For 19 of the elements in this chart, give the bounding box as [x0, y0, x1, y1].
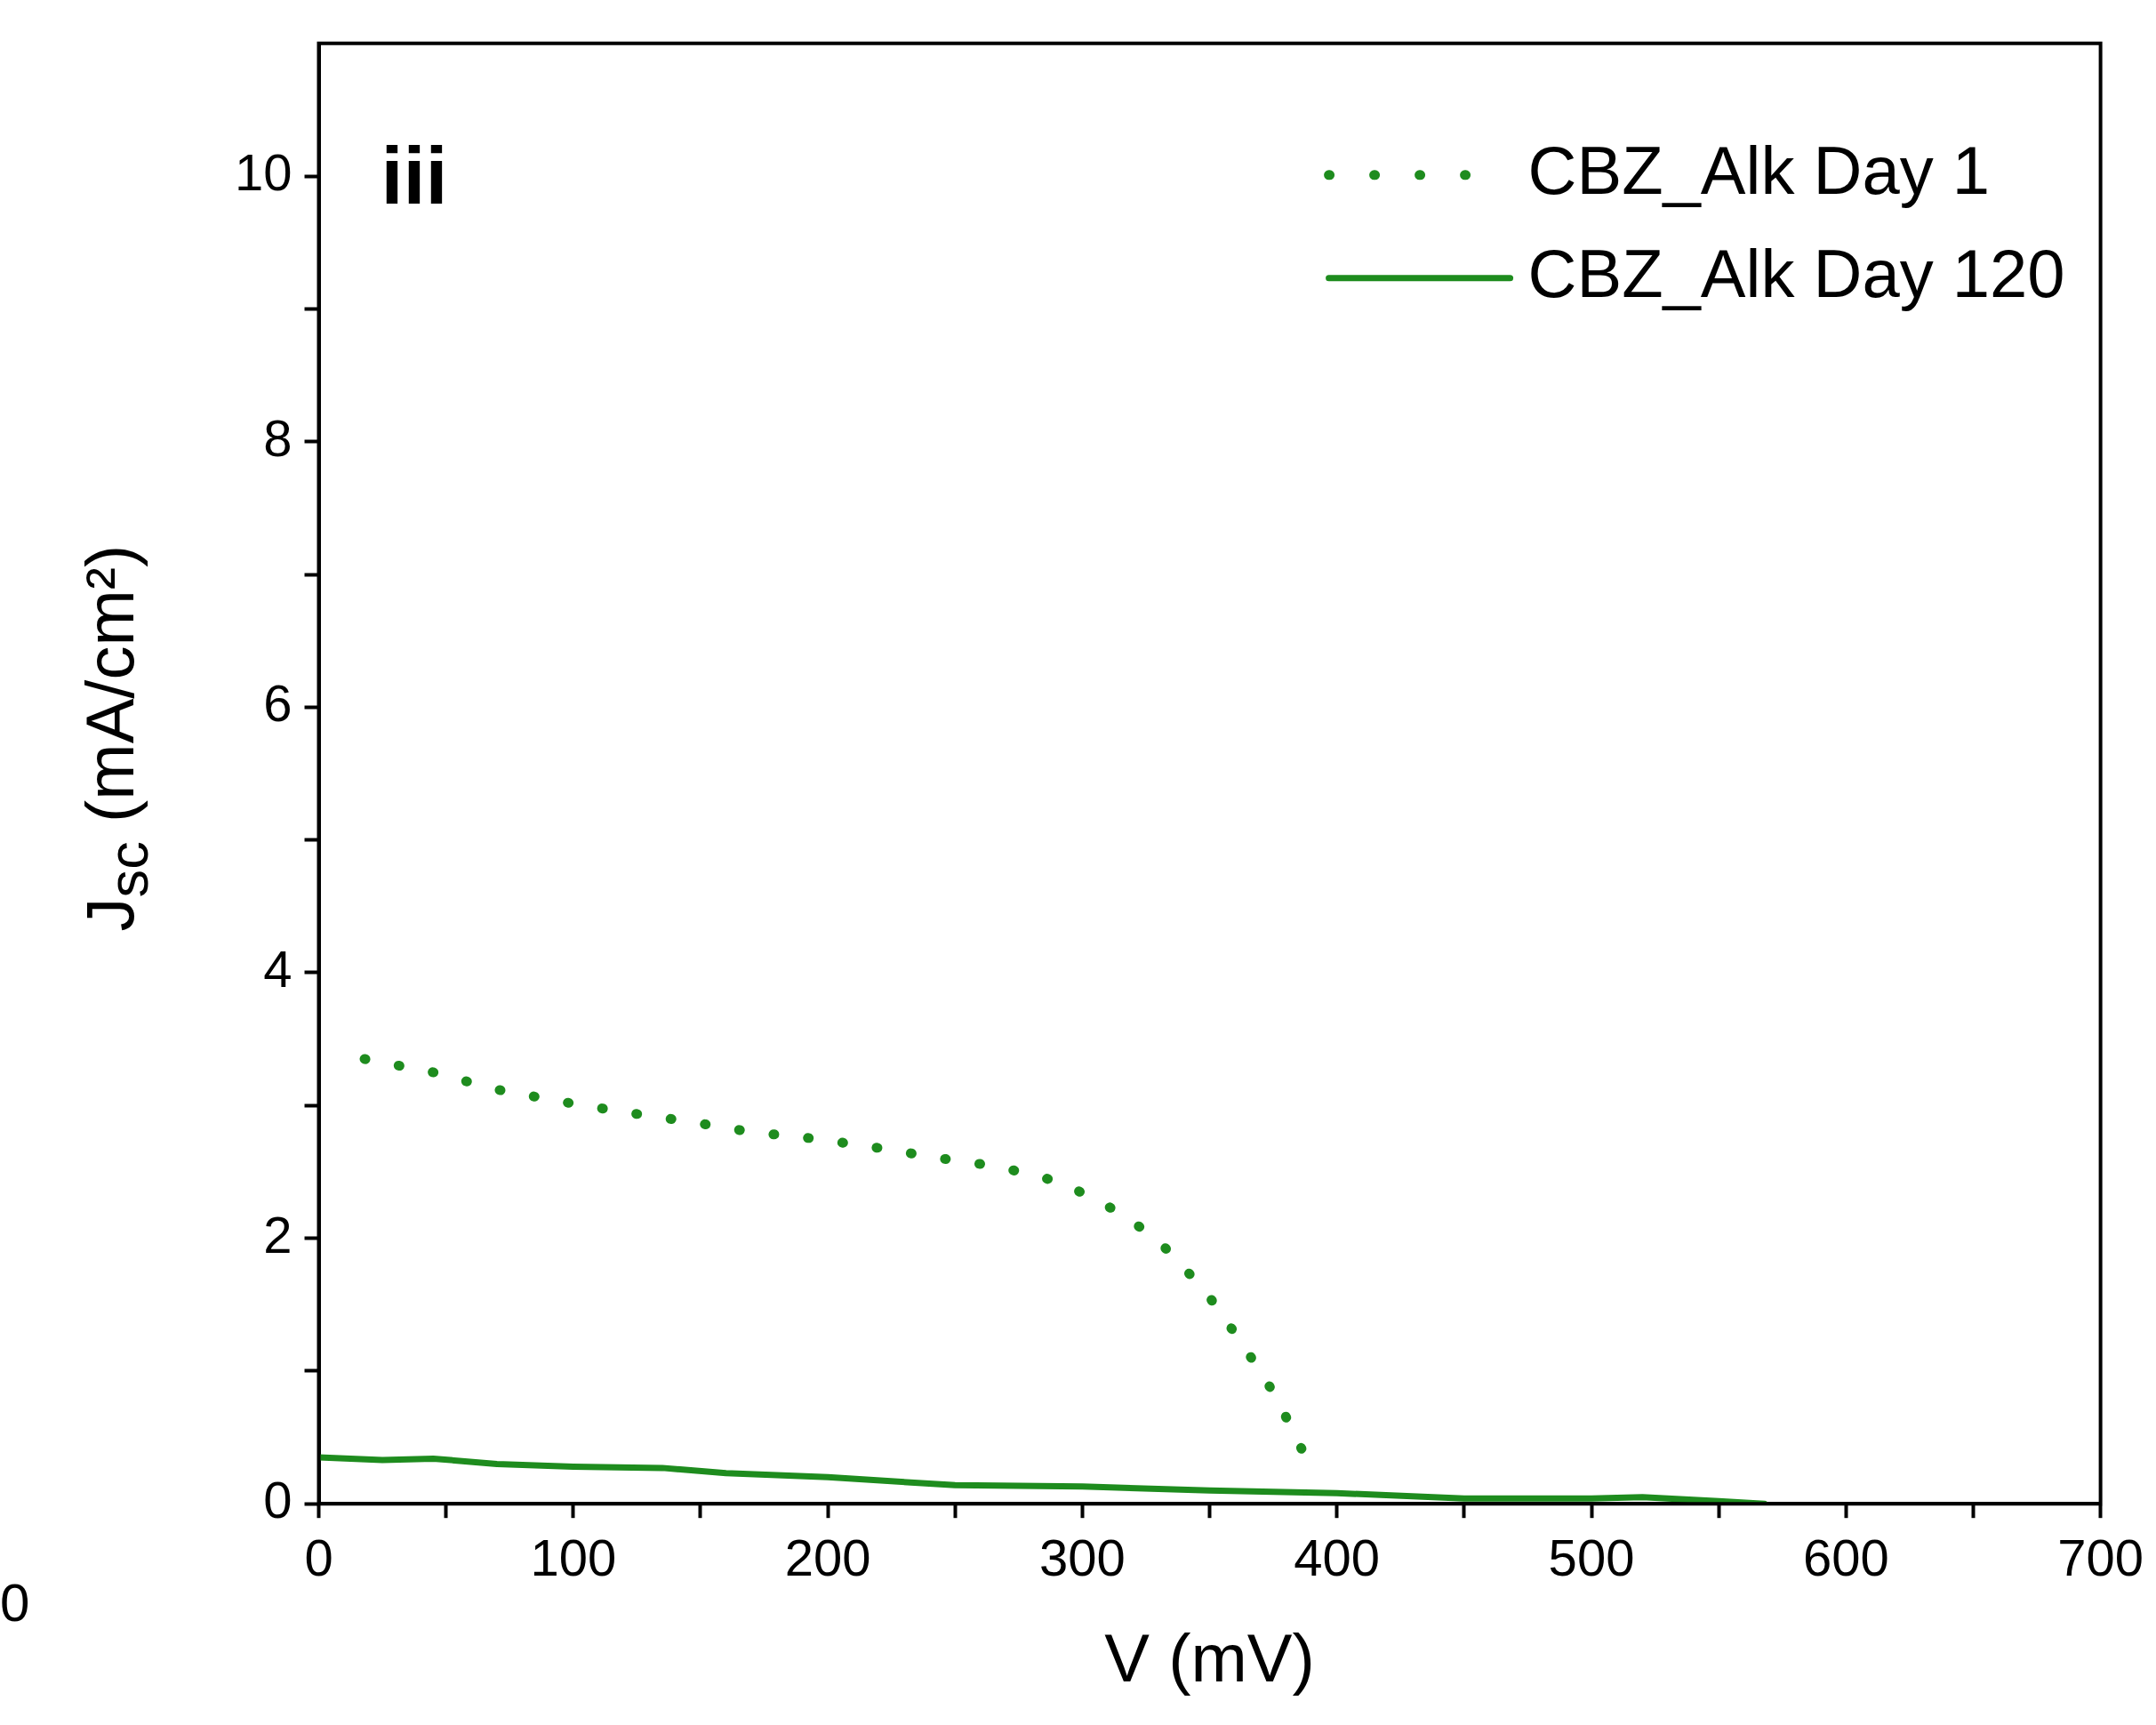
legend-label: CBZ_Alk Day 120 [1527, 235, 2065, 311]
x-tick-label: 400 [1294, 1528, 1381, 1586]
x-tick-label: 300 [1039, 1528, 1126, 1586]
x-tick-label: 0 [304, 1528, 333, 1586]
y-tick-label: 8 [263, 408, 293, 467]
y-tick-label: 6 [263, 674, 293, 733]
text: 0 [0, 1572, 30, 1633]
x-tick-label: 200 [784, 1528, 871, 1586]
y-tick-label: 4 [263, 939, 293, 998]
x-tick-label: 700 [2057, 1528, 2144, 1586]
legend-label: CBZ_Alk Day 1 [1527, 132, 1991, 208]
y-tick-label: 2 [263, 1205, 293, 1264]
annotation: iii [381, 131, 448, 221]
x-tick-label: 100 [530, 1528, 617, 1586]
y-tick-label: 10 [235, 143, 293, 202]
x-axis-title: V (mV) [1104, 1620, 1315, 1697]
x-tick-label: 600 [1802, 1528, 1889, 1586]
y-tick-label: 0 [263, 1471, 293, 1529]
x-tick-label: 500 [1548, 1528, 1635, 1586]
